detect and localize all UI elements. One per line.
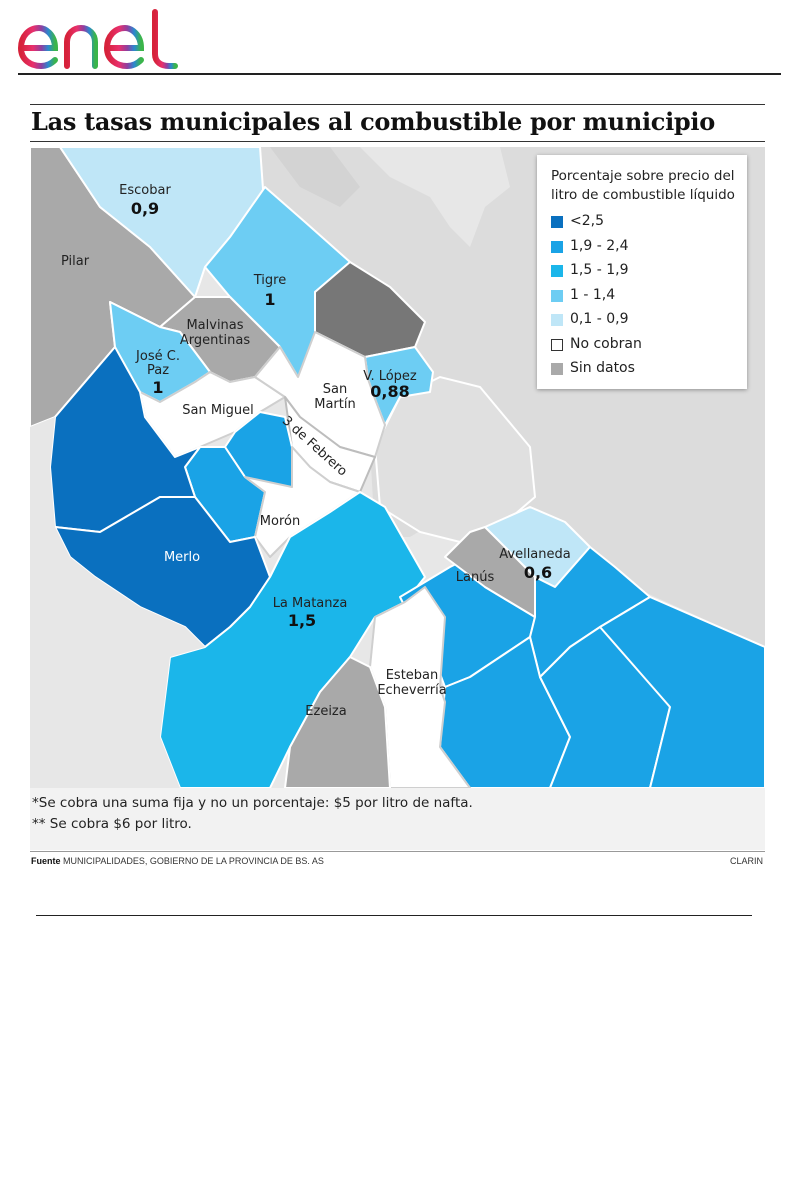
value-tigre: 1: [264, 290, 275, 309]
legend-swatch: [551, 363, 563, 375]
delta-islands-2: [270, 147, 360, 207]
label-esteban-echeverria-2: Echeverría: [377, 683, 446, 698]
value-jose-c-paz: 1: [152, 378, 163, 397]
map-title: Las tasas municipales al combustible por…: [31, 107, 715, 136]
footnote-1: *Se cobra una suma fija y no un porcenta…: [32, 795, 473, 811]
label-merlo: Merlo: [164, 550, 200, 565]
legend-label: 1 - 1,4: [570, 286, 616, 303]
footnotes: *Se cobra una suma fija y no un porcenta…: [30, 788, 765, 850]
source-text: MUNICIPALIDADES, GOBIERNO DE LA PROVINCI…: [63, 856, 324, 866]
value-escobar: 0,9: [131, 199, 159, 218]
label-ezeiza: Ezeiza: [305, 704, 346, 719]
label-esteban-echeverria-1: Esteban: [386, 668, 439, 683]
label-pilar: Pilar: [61, 254, 90, 269]
bottom-divider: [36, 915, 752, 916]
label-tigre: Tigre: [253, 273, 286, 288]
legend-swatch: [551, 314, 563, 326]
label-escobar: Escobar: [119, 183, 171, 198]
label-san-martin-2: Martín: [314, 397, 355, 412]
delta-islands: [360, 147, 510, 247]
region-ezeiza: [284, 656, 391, 788]
legend-swatch: [551, 240, 563, 253]
legend-label: 0,1 - 0,9: [570, 311, 629, 327]
source-line: Fuente MUNICIPALIDADES, GOBIERNO DE LA P…: [31, 856, 324, 866]
legend-label: 1,5 - 1,9: [570, 262, 629, 278]
source-divider: [30, 851, 765, 852]
label-moron: Morón: [260, 514, 300, 529]
label-jose-c-paz-2: Paz: [147, 363, 169, 378]
legend-swatch: [551, 338, 563, 351]
region-outside-sw: [30, 417, 205, 788]
map-legend: Porcentaje sobre precio del litro de com…: [537, 155, 747, 389]
value-v-lopez: 0,88: [370, 382, 409, 401]
legend-label: No cobran: [570, 335, 642, 352]
value-avellaneda: 0,6: [524, 563, 552, 582]
label-malvinas-2: Argentinas: [180, 333, 250, 348]
title-rule-bottom: [30, 141, 765, 142]
label-la-matanza: La Matanza: [273, 596, 348, 611]
label-avellaneda: Avellaneda: [499, 547, 570, 562]
legend-label: 1,9 - 2,4: [570, 237, 629, 254]
credit: CLARIN: [729, 856, 763, 866]
label-lanus: Lanús: [456, 570, 495, 585]
legend-label: <2,5: [570, 213, 604, 229]
legend-title: Porcentaje sobre precio del litro de com…: [551, 168, 735, 203]
legend-swatch: [551, 289, 563, 302]
label-san-martin-1: San: [323, 382, 347, 397]
footnote-2: ** Se cobra $6 por litro.: [32, 816, 192, 832]
label-jose-c-paz-1: José C.: [135, 349, 180, 364]
header-divider: [18, 73, 781, 75]
label-malvinas-1: Malvinas: [186, 318, 243, 333]
label-v-lopez: V. López: [363, 369, 417, 384]
enel-logo: enel: [15, 8, 185, 72]
legend-swatch: [551, 216, 563, 228]
enel-logo-graphic: [17, 9, 178, 70]
legend-swatch: [551, 265, 563, 277]
legend-label: Sin datos: [570, 360, 635, 376]
region-berazategui: [599, 596, 765, 788]
title-rule-top: [30, 104, 765, 105]
value-la-matanza: 1,5: [288, 611, 316, 630]
label-san-miguel: San Miguel: [182, 403, 254, 418]
source-label: Fuente: [31, 856, 61, 866]
